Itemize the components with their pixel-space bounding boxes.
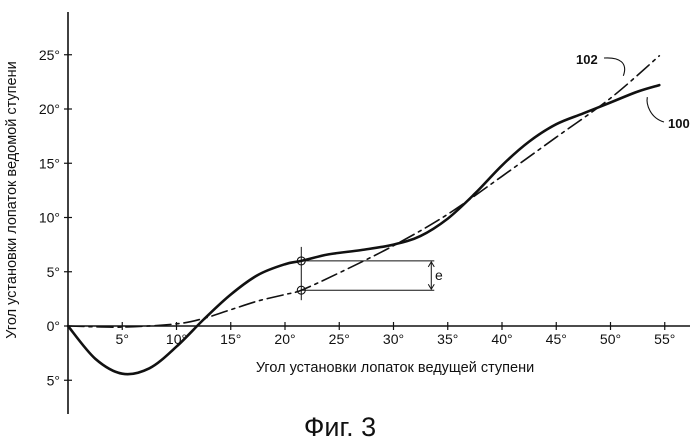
leader-line-100 — [647, 97, 664, 122]
leader-line-102 — [604, 58, 625, 76]
y-tick-label: 20° — [39, 101, 60, 117]
x-tick-label: 15° — [220, 331, 241, 347]
x-tick-label: 50° — [600, 331, 621, 347]
y-tick-label: 5° — [47, 372, 60, 388]
x-tick-label: 45° — [546, 331, 567, 347]
leader-layer — [604, 58, 664, 122]
x-axis-title: Угол установки лопаток ведущей ступени — [256, 360, 534, 376]
annotation-label-e: e — [435, 267, 443, 283]
y-tick-label: 10° — [39, 210, 60, 226]
y-tick-labels: 25° 20° 15° 10° 5° 0° 5° — [39, 47, 60, 389]
x-tick-labels: 5°10°15°20°25°30°35°40°45°50°55° — [116, 331, 676, 347]
y-tick-label: 15° — [39, 155, 60, 171]
y-tick-label: 0° — [47, 318, 60, 334]
series-label-100: 100 — [668, 116, 690, 131]
series-line-102 — [68, 56, 659, 327]
y-axis-title: Угол установки лопаток ведомой ступени — [4, 61, 20, 338]
series-label-102: 102 — [576, 52, 598, 67]
x-tick-label: 55° — [654, 331, 675, 347]
x-tick-label: 40° — [491, 331, 512, 347]
y-tick-label: 5° — [47, 264, 60, 280]
annotation-layer — [297, 247, 434, 300]
x-tick-label: 30° — [383, 331, 404, 347]
x-tick-label: 20° — [274, 331, 295, 347]
x-tick-label: 25° — [329, 331, 350, 347]
x-tick-label: 35° — [437, 331, 458, 347]
figure-caption: Фиг. 3 — [304, 412, 376, 442]
axes — [68, 12, 690, 414]
x-tick-label: 5° — [116, 331, 129, 347]
y-tick-label: 25° — [39, 47, 60, 63]
series-line-100 — [68, 85, 659, 374]
